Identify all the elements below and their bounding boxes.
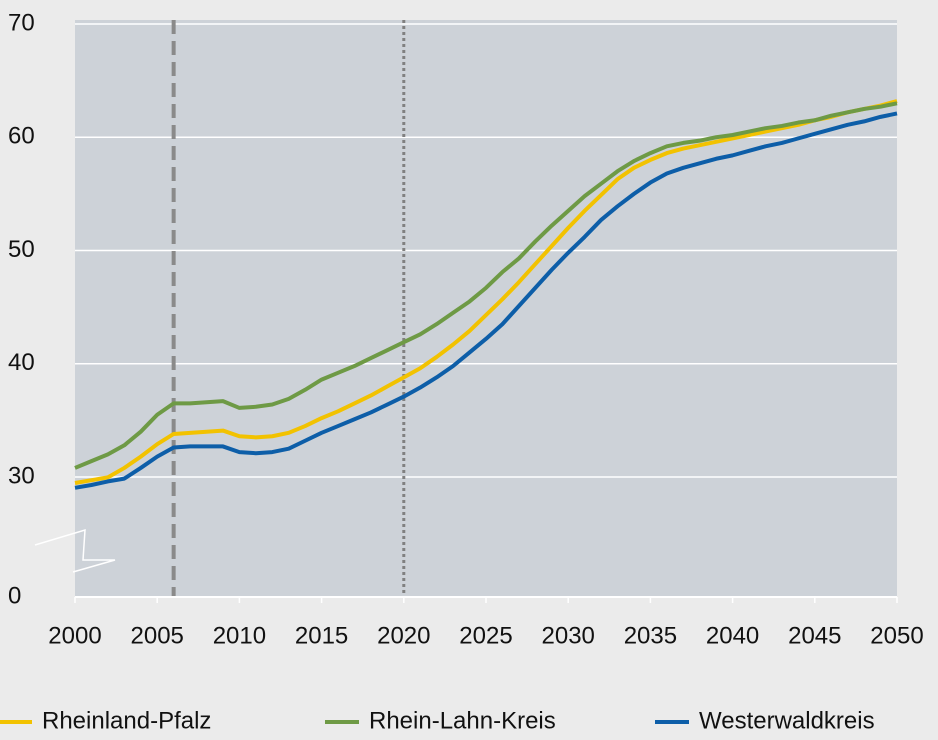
y-tick-label: 50 (8, 236, 35, 263)
legend: Rheinland-Pfalz Rhein-Lahn-Kreis Westerwal… (0, 707, 875, 734)
y-tick-label: 70 (8, 9, 35, 36)
axis-break (34, 528, 116, 573)
series-line (74, 99, 898, 485)
legend-label: Rheinland-Pfalz (42, 707, 211, 734)
x-tick-label: 2020 (377, 622, 430, 649)
y-tick-label: 30 (8, 462, 35, 489)
x-tick-label: 2000 (48, 622, 101, 649)
x-tick-label: 2030 (542, 622, 595, 649)
series-line (74, 101, 898, 470)
x-tick-label: 2040 (706, 622, 759, 649)
x-tick-label: 2050 (870, 622, 923, 649)
legend-label: Rhein-Lahn-Kreis (369, 707, 556, 734)
x-tick-label: 2025 (459, 622, 512, 649)
x-tick-label: 2010 (213, 622, 266, 649)
y-tick-label: 0 (8, 582, 21, 609)
series-line (74, 111, 898, 490)
x-tick-label: 2015 (295, 622, 348, 649)
x-tick-label: 2035 (624, 622, 677, 649)
legend-label: Westerwaldkreis (699, 707, 875, 734)
y-tick-label: 60 (8, 123, 35, 150)
x-tick-label: 2045 (788, 622, 841, 649)
x-tick-label: 2005 (131, 622, 184, 649)
plot-area (75, 20, 897, 597)
y-tick-label: 40 (8, 349, 35, 376)
